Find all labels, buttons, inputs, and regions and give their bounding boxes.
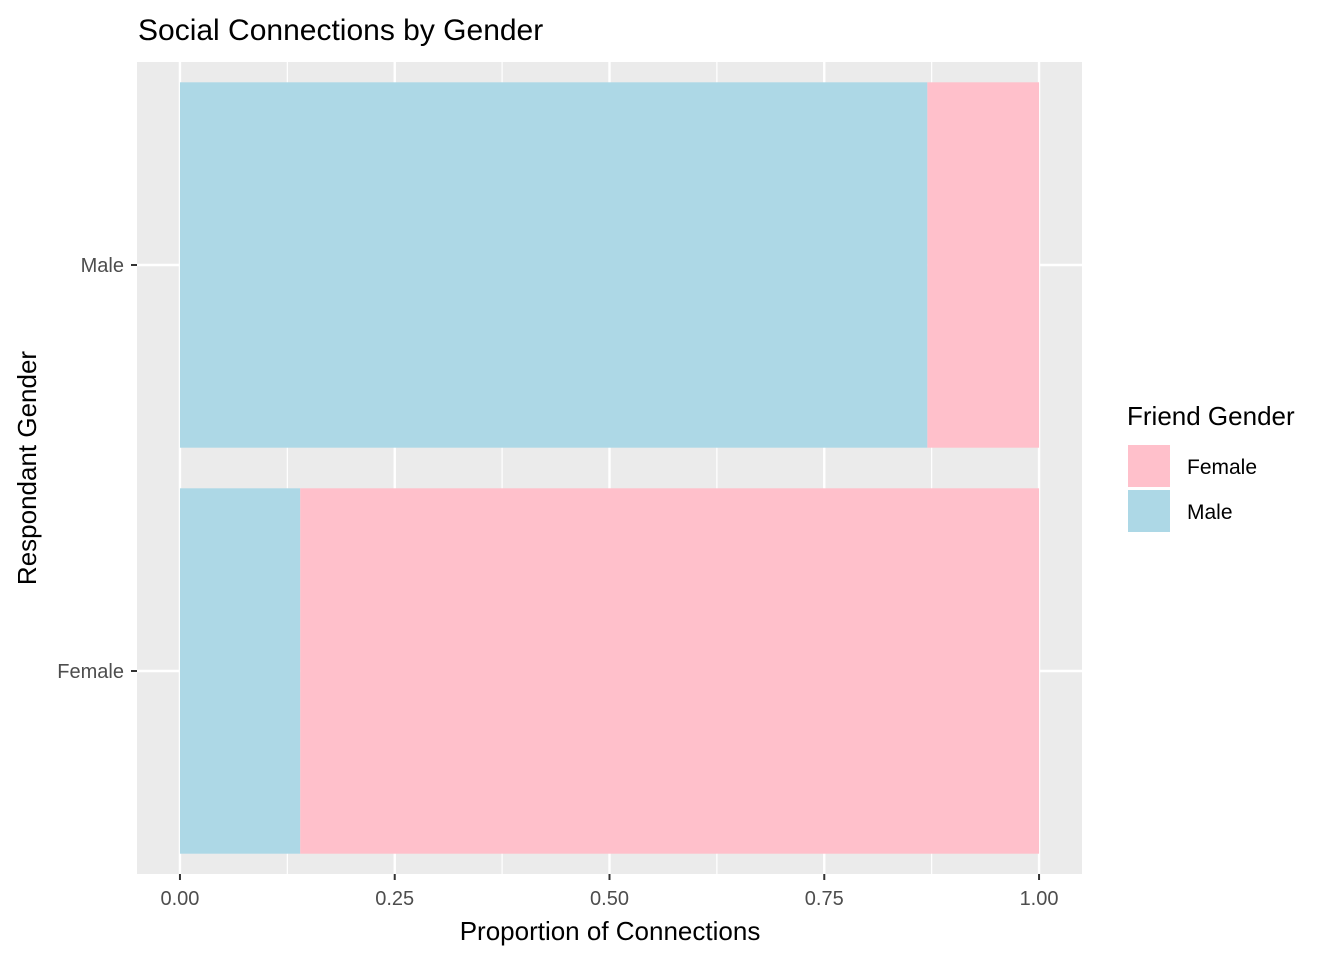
legend-title: Friend Gender: [1127, 401, 1295, 431]
legend-key-female: [1128, 445, 1170, 487]
y-axis: Male Female: [57, 255, 137, 683]
x-tick-label: 0.00: [160, 888, 199, 910]
bar-female-female: [300, 488, 1040, 854]
x-tick-label: 0.25: [375, 888, 414, 910]
y-axis-title: Respondant Gender: [12, 351, 42, 586]
bar-male-female: [927, 82, 1040, 448]
legend-key-male: [1128, 490, 1170, 532]
x-tick-label: 0.50: [590, 888, 629, 910]
x-tick-label: 1.00: [1020, 888, 1059, 910]
x-tick-label: 0.75: [805, 888, 844, 910]
bars: [179, 82, 1040, 854]
y-tick-label: Male: [81, 255, 124, 277]
bar-male-male: [179, 82, 928, 448]
legend: Friend Gender Female Male: [1127, 401, 1295, 532]
bar-female-male: [179, 488, 301, 854]
legend-label-male: Male: [1187, 501, 1233, 524]
chart-title: Social Connections by Gender: [138, 14, 543, 47]
y-tick-label: Female: [57, 661, 124, 683]
x-axis: 0.00 0.25 0.50 0.75 1.00: [160, 874, 1059, 910]
x-axis-title: Proportion of Connections: [460, 916, 761, 946]
legend-label-female: Female: [1187, 456, 1257, 479]
